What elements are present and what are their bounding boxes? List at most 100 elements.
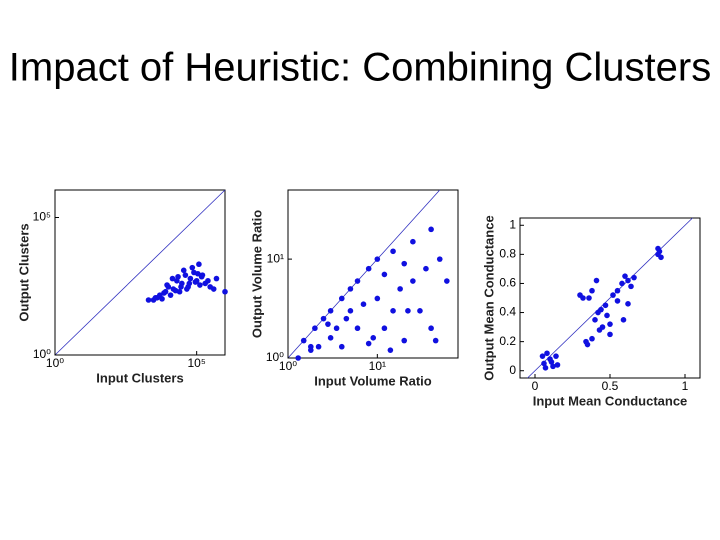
point	[374, 256, 381, 262]
point	[631, 274, 637, 281]
point	[428, 226, 434, 233]
point	[192, 279, 199, 285]
point	[180, 267, 187, 274]
point	[589, 335, 595, 342]
slide-title: Impact of Heuristic: Combining Clusters	[9, 46, 711, 90]
diagonal	[527, 217, 693, 379]
x-tick-label: 0	[532, 379, 539, 393]
y-axis-label: Output Mean Conductance	[481, 215, 496, 380]
x-axis-label: Input Mean Conductance	[533, 393, 688, 408]
point	[172, 287, 179, 294]
point	[539, 353, 546, 359]
point	[544, 350, 550, 357]
point	[354, 325, 361, 332]
point	[401, 260, 408, 267]
point	[436, 256, 443, 262]
y-axis-label: Output Volume Ratio	[249, 210, 264, 338]
point	[354, 278, 361, 284]
point	[658, 254, 664, 261]
point	[622, 273, 628, 279]
point	[602, 302, 609, 309]
point	[586, 295, 592, 301]
point	[169, 275, 176, 282]
x-tick-label: 10⁵	[188, 356, 206, 370]
point	[145, 297, 152, 303]
x-tick-label: 10⁰	[279, 359, 297, 373]
point	[338, 343, 345, 350]
point	[159, 296, 165, 302]
y-tick-label: 0.8	[499, 247, 516, 261]
point	[593, 277, 600, 284]
point	[300, 337, 307, 344]
point	[598, 306, 604, 313]
plot-frame	[287, 189, 459, 359]
point	[550, 363, 556, 370]
point	[589, 287, 595, 294]
point	[315, 343, 322, 350]
point	[607, 331, 613, 338]
point	[210, 286, 217, 292]
x-tick-label: 0.5	[602, 379, 619, 393]
point	[195, 270, 201, 277]
point	[381, 325, 388, 332]
point	[553, 353, 559, 359]
point	[327, 335, 334, 341]
point	[325, 321, 331, 327]
x-tick-label: 10¹	[369, 359, 386, 373]
point	[213, 275, 220, 282]
y-tick-label: 10¹	[267, 251, 284, 265]
point	[596, 327, 603, 333]
point	[620, 317, 627, 323]
point	[365, 265, 372, 272]
point	[370, 335, 377, 341]
point	[405, 308, 411, 314]
point	[625, 301, 631, 307]
point	[607, 321, 613, 327]
point	[320, 315, 327, 322]
y-tick-label: 0.6	[499, 276, 516, 290]
point	[432, 337, 439, 344]
x-axis-label: Input Clusters	[96, 370, 183, 385]
point	[610, 292, 616, 298]
point	[423, 265, 429, 272]
x-axis-label: Input Volume Ratio	[314, 373, 432, 388]
y-tick-label: 10⁵	[33, 210, 51, 224]
point	[312, 325, 318, 332]
point	[614, 298, 621, 304]
point	[374, 295, 381, 302]
point	[444, 278, 450, 284]
point	[410, 278, 416, 284]
point	[390, 308, 396, 314]
point	[410, 238, 416, 245]
y-tick-label: 0.2	[499, 334, 516, 348]
point	[548, 359, 555, 365]
y-tick-label: 10⁰	[266, 350, 284, 364]
point	[417, 308, 423, 314]
y-tick-label: 10⁰	[33, 347, 51, 361]
point	[205, 277, 211, 284]
point	[187, 275, 194, 282]
point	[401, 337, 408, 344]
point	[175, 273, 181, 280]
point	[592, 317, 598, 323]
point	[186, 280, 193, 287]
point	[542, 365, 549, 371]
point	[184, 286, 190, 292]
point	[554, 362, 561, 368]
point	[655, 245, 661, 252]
point	[604, 312, 610, 319]
y-tick-label: 0	[509, 363, 516, 377]
point	[628, 283, 634, 290]
point	[167, 292, 174, 298]
y-tick-label: 0.4	[499, 305, 516, 319]
point	[580, 295, 586, 301]
point	[333, 325, 340, 332]
point	[360, 301, 367, 308]
point	[197, 282, 203, 288]
point	[619, 280, 625, 287]
point	[327, 308, 334, 314]
point	[365, 340, 372, 347]
point	[161, 290, 167, 296]
